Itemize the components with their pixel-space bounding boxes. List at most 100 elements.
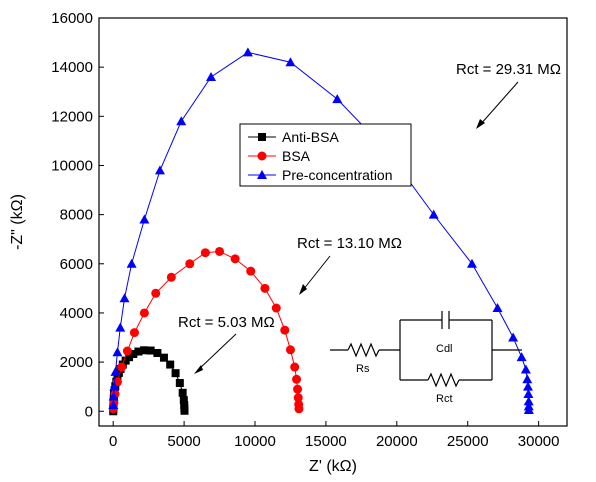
data-point-anti-bsa [146, 346, 155, 355]
y-tick-label: 0 [85, 403, 93, 420]
data-point-pre-concentration [508, 332, 519, 342]
data-point-pre-concentration [108, 391, 119, 401]
legend-label-anti-bsa: Anti-BSA [282, 129, 339, 145]
data-point-bsa [260, 283, 270, 293]
data-point-bsa [151, 288, 161, 298]
data-point-bsa [215, 246, 225, 256]
annotation-pre-arrow [479, 81, 519, 126]
y-tick-label: 10000 [51, 157, 93, 174]
data-point-anti-bsa [180, 406, 189, 415]
x-tick-label: 30000 [518, 433, 560, 450]
y-axis-label: -Z" (kΩ) [9, 194, 26, 250]
legend-marker-pre [257, 170, 267, 179]
annotation-anti-bsa-arrowhead [194, 365, 203, 374]
annotation-bsa-arrow [302, 255, 331, 291]
data-point-bsa [230, 254, 240, 264]
annotation-anti-bsa-arrow [197, 333, 237, 371]
annotation-pre: Rct = 29.31 MΩ [456, 61, 561, 129]
legend-marker-anti-bsa [258, 133, 266, 141]
data-point-pre-concentration [492, 303, 503, 313]
data-point-bsa [280, 325, 290, 335]
rs-resistor [347, 342, 380, 358]
data-point-pre-concentration [522, 374, 533, 384]
circuit-label-cdl: Cdl [436, 343, 453, 355]
x-ticks: 0 5000 10000 15000 20000 25000 30000 [109, 421, 559, 450]
data-point-bsa [293, 393, 303, 403]
equivalent-circuit [330, 311, 522, 388]
data-point-pre-concentration [108, 400, 119, 410]
series-line-pre-concentration [112, 51, 530, 411]
data-point-bsa [139, 308, 149, 318]
data-point-pre-concentration [154, 165, 165, 175]
y-tick-label: 12000 [51, 108, 93, 125]
data-point-bsa [166, 272, 176, 282]
legend-box [239, 123, 412, 187]
x-tick-label: 10000 [234, 433, 276, 450]
data-point-bsa [292, 374, 302, 384]
x-tick-label: 20000 [376, 433, 418, 450]
data-point-pre-concentration [119, 293, 130, 303]
data-point-bsa [294, 404, 304, 414]
data-point-pre-concentration [112, 347, 123, 357]
y-tick-label: 6000 [60, 256, 93, 273]
data-point-anti-bsa [125, 353, 134, 362]
x-tick-label: 0 [109, 433, 117, 450]
data-point-bsa [122, 346, 132, 356]
x-tick-label: 15000 [305, 433, 347, 450]
data-point-bsa [293, 384, 303, 394]
data-point-pre-concentration [176, 116, 187, 126]
data-point-anti-bsa [175, 378, 184, 387]
data-point-bsa [200, 248, 210, 258]
legend-marker-bsa [257, 151, 267, 161]
x-tick-label: 25000 [447, 433, 489, 450]
data-point-bsa [117, 362, 127, 372]
data-point-anti-bsa [140, 346, 149, 355]
circuit-label-rct: Rct [436, 393, 453, 405]
data-point-pre-concentration [332, 94, 343, 104]
data-point-pre-concentration [110, 366, 121, 376]
y-tick-label: 14000 [51, 59, 93, 76]
data-point-bsa [129, 328, 139, 338]
data-point-anti-bsa [134, 347, 143, 356]
data-point-bsa [271, 303, 281, 313]
data-point-pre-concentration [523, 405, 534, 415]
data-point-pre-concentration [206, 71, 217, 81]
data-point-anti-bsa [171, 369, 180, 378]
legend: Anti-BSA BSA Pre-concentration [239, 123, 412, 187]
data-point-anti-bsa [178, 388, 187, 397]
data-point-pre-concentration [428, 209, 439, 219]
data-point-bsa [246, 266, 256, 276]
data-point-pre-concentration [285, 57, 296, 67]
y-ticks: 0 2000 4000 6000 8000 10000 12000 14000 16000 [51, 10, 104, 420]
x-axis-label: Z' (kΩ) [309, 458, 357, 475]
data-point-pre-concentration [109, 381, 120, 391]
y-tick-label: 4000 [60, 305, 93, 322]
data-point-pre-concentration [242, 47, 253, 57]
y-tick-label: 2000 [60, 354, 93, 371]
data-point-pre-concentration [516, 352, 527, 362]
annotation-bsa-text: Rct = 13.10 MΩ [297, 235, 402, 252]
rct-resistor [427, 372, 460, 388]
data-point-pre-concentration [523, 389, 534, 399]
data-point-bsa [285, 345, 295, 355]
annotation-bsa: Rct = 13.10 MΩ [297, 235, 402, 295]
data-point-anti-bsa [159, 353, 168, 362]
data-point-bsa [185, 259, 195, 269]
legend-label-pre: Pre-concentration [282, 167, 393, 183]
data-point-anti-bsa [166, 360, 175, 369]
y-tick-label: 8000 [60, 207, 93, 224]
data-point-pre-concentration [466, 258, 477, 268]
data-point-anti-bsa [179, 396, 188, 405]
data-point-pre-concentration [520, 364, 531, 374]
data-point-pre-concentration [115, 322, 126, 332]
data-point-bsa [290, 362, 300, 372]
data-point-pre-concentration [139, 214, 150, 224]
y-tick-label: 16000 [51, 10, 93, 27]
annotation-anti-bsa: Rct = 5.03 MΩ [178, 314, 275, 374]
data-point-anti-bsa [153, 349, 162, 358]
x-tick-label: 5000 [167, 433, 200, 450]
annotation-anti-bsa-text: Rct = 5.03 MΩ [178, 314, 275, 331]
legend-label-bsa: BSA [282, 148, 311, 164]
data-point-anti-bsa [129, 349, 138, 358]
data-point-pre-concentration [523, 396, 534, 406]
